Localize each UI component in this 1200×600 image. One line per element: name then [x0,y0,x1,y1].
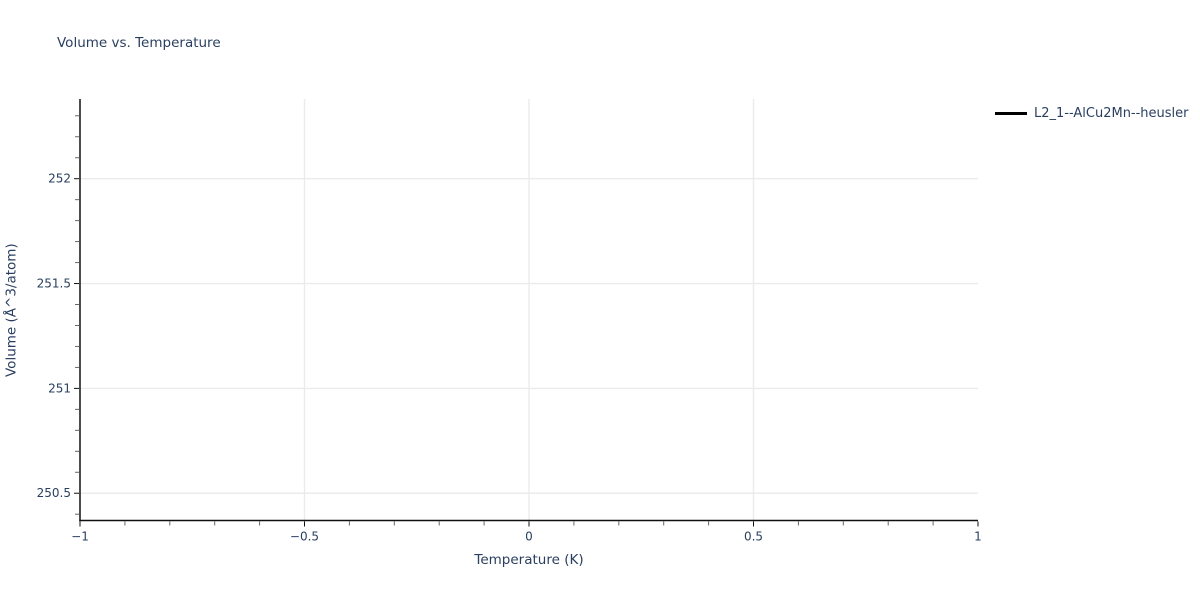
x-tick-label: 0 [525,530,533,544]
x-tick-label: 1 [974,530,982,544]
y-tick-label: 251.5 [37,277,71,291]
y-axis-title: Volume (Å^3/atom) [3,243,20,377]
x-axis-title: Temperature (K) [474,552,584,568]
legend-line-swatch [995,111,1027,115]
y-tick-label: 251 [48,381,71,395]
x-tick-label: −0.5 [290,530,319,544]
legend-item-label: L2_1--AlCu2Mn--heusler [1034,105,1189,121]
y-tick-label: 250.5 [37,486,71,500]
x-tick-label: −1 [71,530,89,544]
legend-item[interactable]: L2_1--AlCu2Mn--heusler [995,104,1189,122]
chart-title: Volume vs. Temperature [57,35,221,51]
y-tick-label: 252 [48,172,71,186]
x-tick-label: 0.5 [744,530,763,544]
